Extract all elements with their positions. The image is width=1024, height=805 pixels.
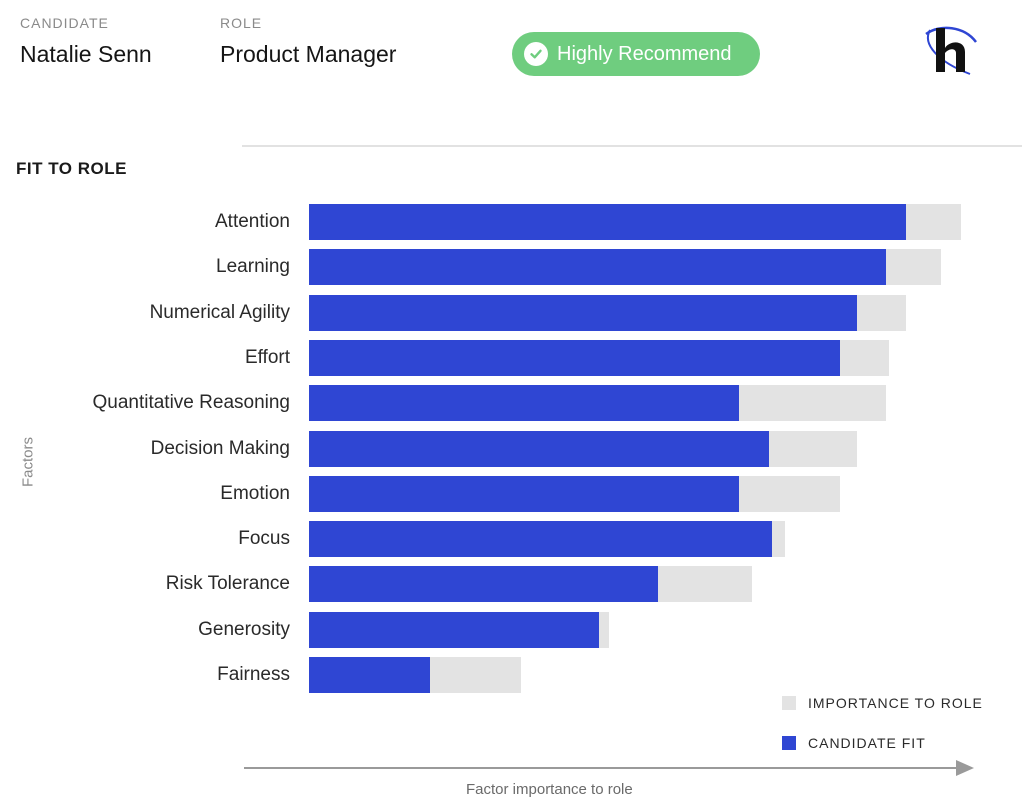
bar-candidate-fit-1	[309, 249, 887, 286]
legend-swatch-candidate-fit	[782, 736, 796, 750]
bar-candidate-fit-7	[309, 521, 772, 558]
legend-label-importance: IMPORTANCE TO ROLE	[808, 695, 983, 711]
header-divider	[242, 145, 1022, 147]
section-title: FIT TO ROLE	[16, 159, 127, 178]
role-name: Product Manager	[220, 41, 397, 67]
factor-label: Quantitative Reasoning	[92, 392, 290, 414]
factor-label: Risk Tolerance	[165, 573, 290, 595]
role-caption: ROLE	[220, 15, 263, 31]
bar-candidate-fit-10	[309, 657, 430, 693]
bar-candidate-fit-8	[309, 566, 658, 603]
bar-candidate-fit-2	[309, 294, 857, 331]
x-axis-label: Factor importance to role	[466, 781, 633, 798]
bar-candidate-fit-0	[309, 204, 906, 240]
x-axis-arrow	[244, 760, 974, 776]
factor-label: Fairness	[217, 664, 290, 685]
candidate-name: Natalie Senn	[20, 41, 152, 67]
bar-candidate-fit-4	[309, 385, 740, 422]
factor-label: Learning	[216, 256, 290, 278]
checkmark-icon	[524, 42, 548, 66]
bar-candidate-fit-5	[309, 430, 769, 467]
recommendation-label: Highly Recommend	[557, 42, 732, 65]
bar-candidate-fit-6	[309, 475, 740, 512]
bar-candidate-fit-3	[309, 339, 841, 376]
legend-label-candidate-fit: CANDIDATE FIT	[808, 735, 926, 751]
candidate-caption: CANDIDATE	[20, 15, 109, 31]
factor-label: Generosity	[198, 618, 290, 640]
factor-label: Focus	[238, 528, 290, 550]
factor-label: Attention	[215, 211, 290, 232]
recommendation-badge: Highly Recommend	[512, 32, 760, 76]
y-axis-label: Factors	[19, 436, 37, 488]
factor-label: Numerical Agility	[149, 301, 290, 323]
factor-label: Decision Making	[150, 437, 290, 459]
bar-candidate-fit-9	[309, 611, 600, 648]
legend-swatch-importance	[782, 696, 796, 710]
brand-logo-icon	[925, 26, 977, 75]
factor-label: Emotion	[220, 482, 290, 504]
factor-label: Effort	[244, 346, 290, 368]
